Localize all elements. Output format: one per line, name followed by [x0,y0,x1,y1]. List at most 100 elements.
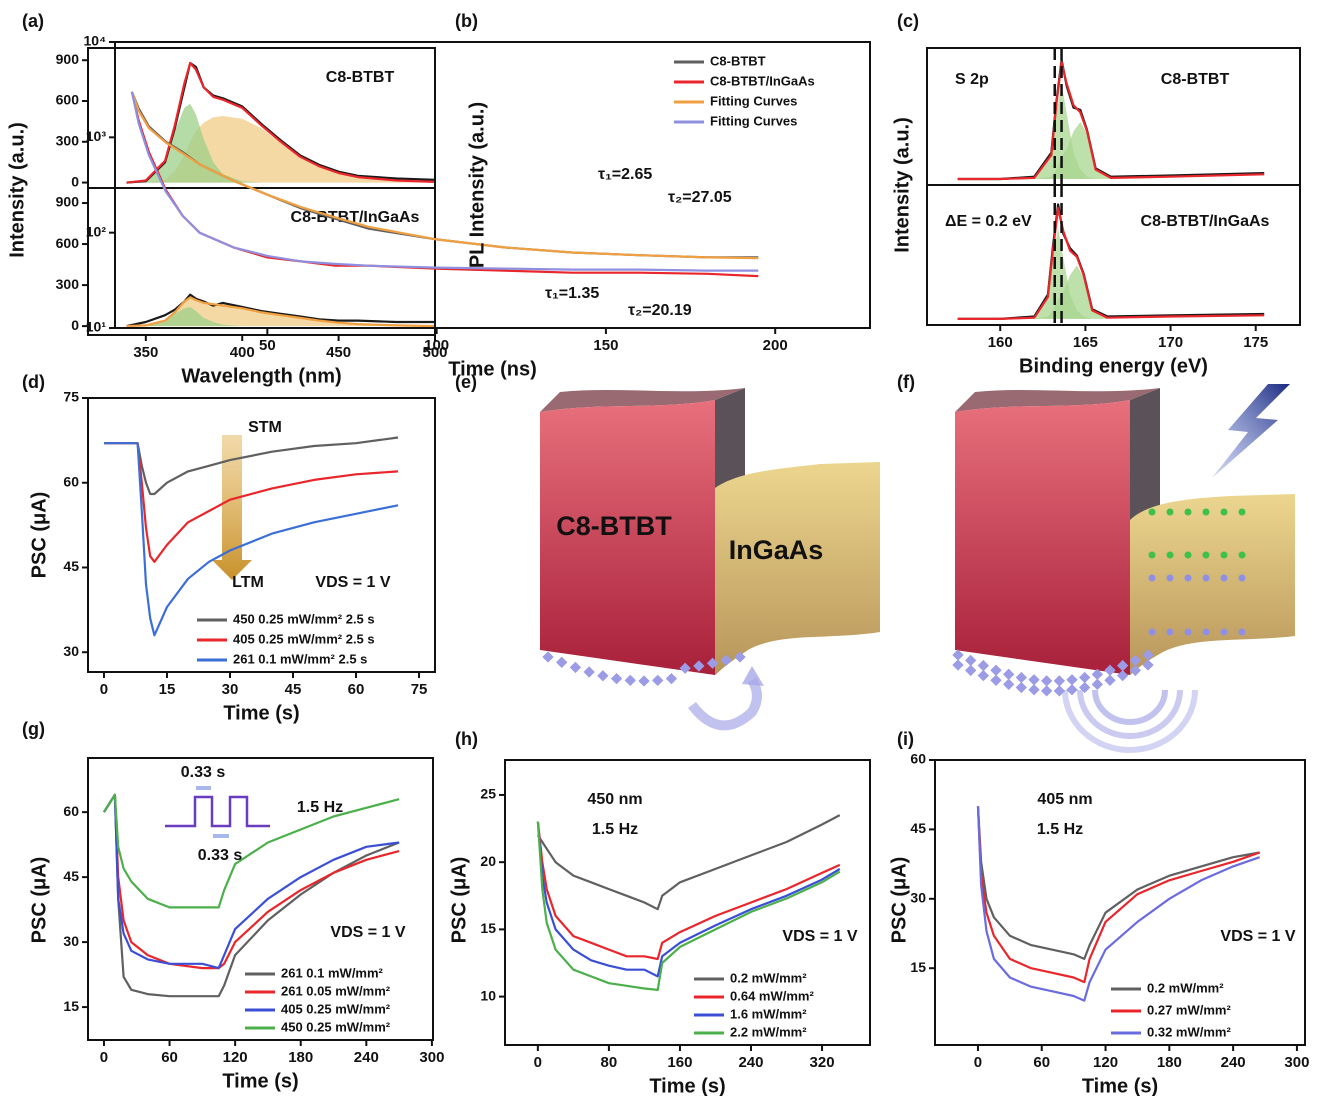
charge [542,651,554,663]
data-line [536,821,841,978]
annotation: 1.5 Hz [592,821,638,838]
carrier [1202,574,1210,582]
data-line [103,793,400,909]
ingaas-slab [715,462,880,675]
data-line [104,436,399,496]
x-tick-label: 0 [534,1054,542,1071]
field-arc [1092,689,1168,725]
y-tick-label: 15 [63,998,79,1014]
x-tick-label: 160 [988,334,1013,351]
c8btbt-block [540,400,715,675]
y-tick-label: 20 [480,853,496,869]
y-tick-label: 60 [63,803,79,819]
carrier [1184,574,1192,582]
x-axis-label: Time (s) [649,1075,725,1096]
charge [610,672,623,685]
annotation: C8-BTBT [1161,71,1230,88]
plot-area [976,806,1261,1002]
trend-arrow [212,435,252,580]
charge [1003,678,1015,690]
plot-area [957,48,1265,185]
y-tick-label: 0 [71,173,79,189]
charge [1028,674,1040,686]
y-axis-label: PSC (μA) [888,857,910,944]
data-line [103,793,400,970]
y-tick-label: 25 [480,786,496,802]
data-line [536,821,841,961]
charge [706,657,719,669]
arrow-head [742,666,764,686]
charge [1053,675,1065,687]
x-tick-label: 180 [1157,1054,1182,1071]
plot-frame [926,184,1301,326]
x-axis-label: Wavelength (nm) [181,365,341,387]
charge [1142,659,1154,671]
charge [1142,649,1154,661]
charge [1041,685,1053,697]
x-tick-label: 170 [1158,334,1183,351]
legend-label: 2.2 mW/mm² [730,1024,807,1039]
charge [665,672,678,685]
data-line [976,806,1261,984]
legend-label: 450 0.25 mW/mm² 2.5 s [233,611,375,626]
data-line [104,442,399,563]
x-tick-label: 0 [974,1054,982,1071]
panel-label: (i) [897,729,914,749]
annotation: S 2p [955,71,989,88]
charge [1091,678,1103,690]
y-tick-label: 30 [63,933,79,949]
carrier [1220,628,1228,636]
y-tick-label: 45 [63,558,79,574]
legend-label: 261 0.05 mW/mm² [281,983,391,998]
charge [624,674,636,687]
field-arc [1077,689,1183,739]
carrier [1184,508,1192,516]
top-face [955,388,1160,412]
annotation: VDS = 1 V [782,928,857,945]
charge [990,674,1002,686]
y-axis-label: PSC (μA) [448,857,470,944]
material-label: InGaAs [729,535,824,565]
annotation: C8-BTBT/InGaAs [1141,213,1270,230]
x-tick-label: 50 [259,337,276,354]
carrier [1220,551,1228,559]
y-tick-label: 30 [63,643,79,659]
annotation: τ₁=2.65 [598,166,652,183]
x-tick-label: 0 [100,1049,108,1066]
material-label: C8-BTBT [556,511,672,541]
y-axis-label: Intensity (a.u.) [891,117,913,253]
x-tick-label: 320 [810,1054,835,1071]
x-tick-label: 75 [411,681,428,698]
charges [952,508,1246,697]
data-line [103,793,400,970]
panel-label: (e) [455,372,477,392]
carrier [1238,574,1246,582]
legend-label: 0.2 mW/mm² [730,970,807,985]
annotation: VDS = 1 V [1220,928,1295,945]
data-line [126,296,435,328]
charge [1104,674,1116,686]
legend-label: 1.6 mW/mm² [730,1006,807,1021]
charge [1015,681,1027,694]
annotation: 450 nm [587,791,642,808]
plot-area [103,793,400,998]
annotation: 1.5 Hz [297,799,343,816]
component-area [126,103,435,183]
charge [583,666,595,678]
charge [720,654,732,666]
charge [1028,684,1040,696]
panel-label: (h) [455,729,478,749]
light-bolt [1212,384,1290,478]
y-tick-label: 15 [480,920,496,936]
y-tick-label: 10² [86,223,107,239]
ingaas-slab [1130,494,1295,675]
legend-label: 405 0.25 mW/mm² 2.5 s [233,631,375,646]
plot-frame [934,759,1306,1046]
diagram-f: (f) [897,372,1295,753]
charge [1079,681,1091,694]
carrier [1202,628,1210,636]
panel-label: (c) [897,11,919,31]
annotation: VDS = 1 V [315,574,390,591]
carrier [1148,551,1156,559]
